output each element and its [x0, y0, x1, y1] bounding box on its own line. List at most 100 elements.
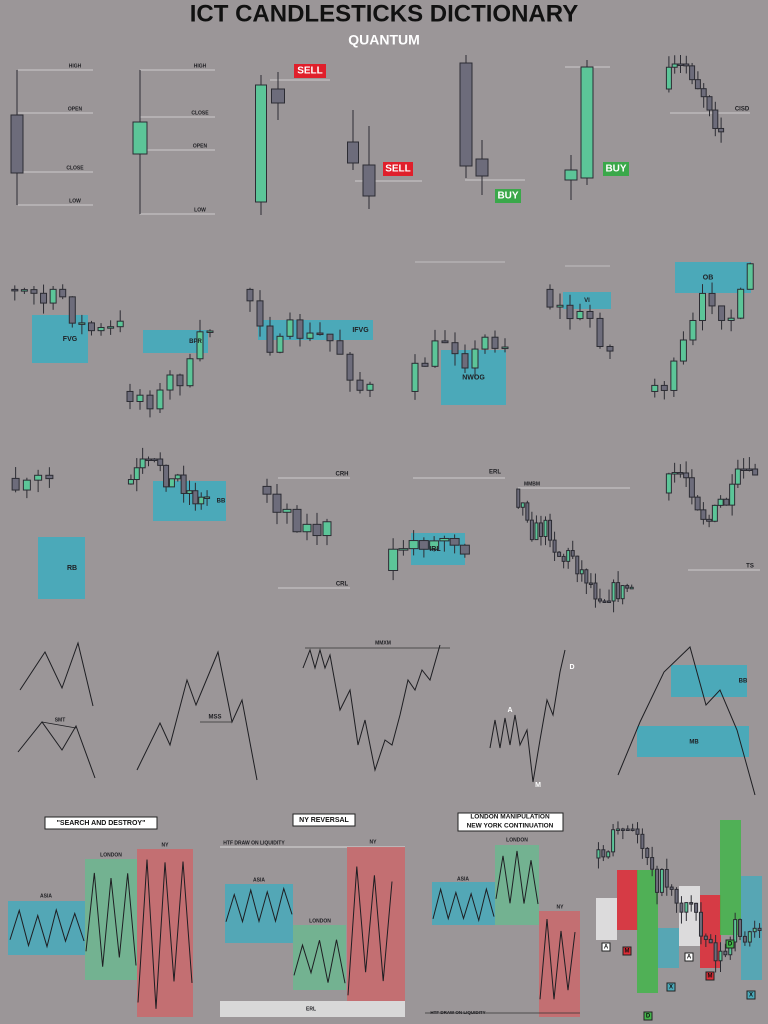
label: LONDON — [100, 852, 122, 858]
label: HIGH — [194, 63, 207, 69]
label: BB — [217, 499, 226, 505]
candle — [449, 537, 460, 546]
candle — [180, 474, 187, 494]
candle — [529, 519, 534, 541]
candle — [398, 548, 409, 551]
zone — [220, 1001, 405, 1017]
candle — [97, 327, 105, 332]
candle — [606, 345, 614, 352]
candle — [651, 384, 659, 392]
candle — [713, 942, 718, 962]
candle — [699, 292, 706, 321]
candle — [733, 919, 738, 943]
candle — [461, 353, 469, 369]
candle — [665, 473, 672, 494]
candle — [441, 340, 449, 344]
candle — [566, 550, 571, 562]
label: NY — [162, 842, 170, 848]
candle — [459, 544, 470, 555]
candle — [346, 353, 354, 381]
candle — [198, 496, 205, 505]
candle — [11, 288, 19, 292]
candle — [168, 478, 175, 488]
candle — [459, 62, 473, 167]
candle — [570, 550, 575, 557]
candle — [501, 346, 509, 350]
price-path — [495, 850, 539, 905]
candle — [723, 498, 730, 506]
zone — [596, 898, 617, 940]
candle — [677, 472, 684, 475]
zone — [720, 820, 741, 935]
candle — [616, 582, 621, 600]
candle — [717, 498, 724, 506]
candle — [566, 304, 574, 320]
candle — [757, 927, 762, 931]
candle — [292, 508, 302, 533]
candle — [322, 521, 332, 537]
candle — [694, 79, 701, 90]
candle — [671, 472, 678, 475]
label: ASIA — [40, 893, 52, 899]
zone — [495, 845, 539, 925]
label: SMT — [55, 717, 66, 723]
candle — [706, 96, 713, 111]
zone — [617, 870, 638, 930]
candle — [711, 504, 718, 522]
label: BB — [739, 679, 748, 685]
label: X — [669, 985, 673, 991]
candle — [606, 851, 611, 858]
label: ASIA — [253, 877, 265, 883]
price-path — [17, 721, 96, 779]
price-path — [136, 650, 258, 781]
candle — [516, 488, 521, 508]
candle — [729, 483, 736, 506]
candle — [660, 384, 668, 391]
zone — [347, 847, 405, 1004]
candle — [601, 849, 606, 858]
tag-box — [294, 64, 326, 78]
candle — [597, 598, 602, 602]
candle — [546, 288, 554, 308]
candle — [679, 339, 687, 362]
candle — [312, 523, 322, 537]
candle — [596, 849, 601, 859]
candle — [59, 288, 67, 298]
label: FVG — [63, 336, 78, 343]
candle — [576, 310, 584, 320]
candle — [296, 319, 304, 339]
candle — [738, 919, 743, 937]
candle — [706, 518, 713, 522]
candle — [543, 519, 548, 538]
zone — [675, 262, 751, 293]
label: NWOG — [462, 374, 485, 381]
label: ASIA — [457, 876, 469, 882]
candle — [737, 288, 745, 319]
candle — [580, 66, 594, 179]
candle — [564, 169, 578, 181]
candle — [718, 127, 725, 133]
price-path — [617, 646, 756, 796]
candle — [593, 582, 598, 600]
candle — [645, 847, 650, 859]
candle — [431, 340, 439, 367]
candle — [192, 490, 199, 505]
label: HTF DRAW ON LIQUIDITY — [430, 1010, 485, 1015]
candle — [166, 374, 174, 391]
candle — [439, 537, 450, 542]
label: D — [569, 664, 574, 671]
candle — [127, 479, 134, 485]
label: RB — [67, 565, 77, 572]
candle — [708, 938, 713, 944]
price-path — [9, 907, 85, 949]
label: MSS — [208, 715, 221, 721]
label: OB — [703, 274, 714, 281]
candle — [752, 927, 757, 933]
label: HTF DRAW ON LIQUIDITY — [223, 840, 285, 846]
candle — [740, 468, 747, 471]
candle — [326, 333, 334, 342]
zone — [539, 911, 580, 1017]
candle — [174, 474, 181, 480]
tag-box — [622, 946, 632, 956]
label: LOW — [69, 198, 81, 204]
